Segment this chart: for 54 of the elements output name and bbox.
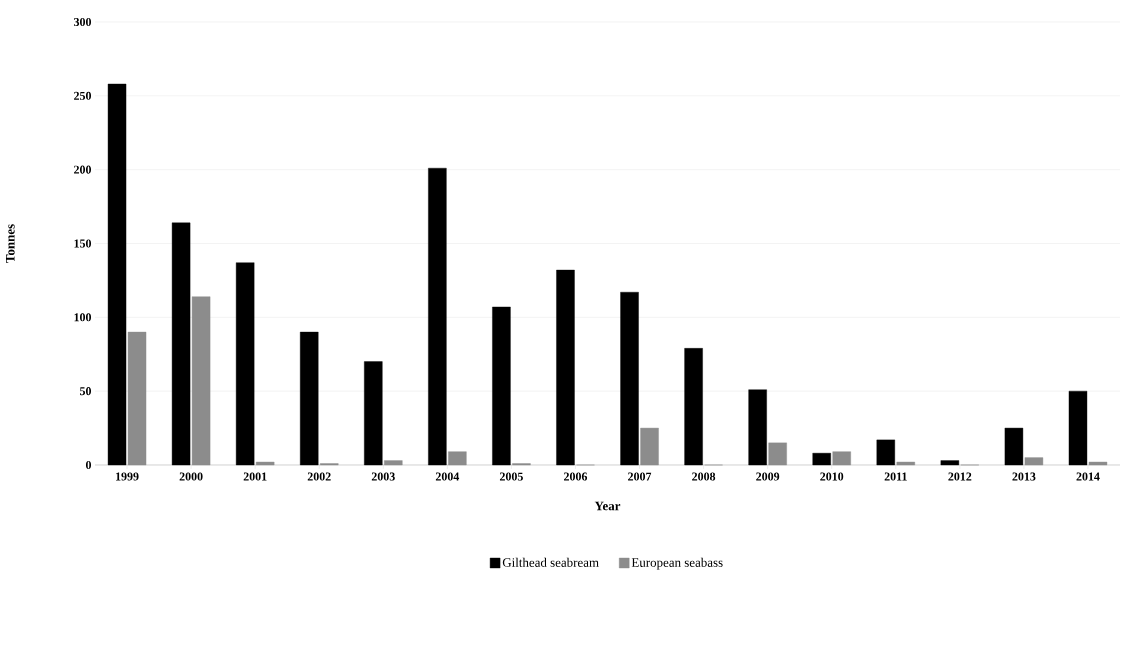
bar xyxy=(1004,427,1024,466)
x-tick-label: 1999 xyxy=(116,472,139,481)
bar xyxy=(300,331,319,466)
x-tick-label: 2009 xyxy=(756,472,780,481)
bar xyxy=(364,361,383,466)
bar xyxy=(812,452,831,466)
bar xyxy=(1088,461,1108,466)
y-axis-title: Tonnes xyxy=(6,224,15,263)
legend-label: European seabass xyxy=(631,557,723,570)
bar xyxy=(171,222,191,466)
x-axis-title: Year xyxy=(594,501,621,511)
bar xyxy=(384,460,403,466)
x-tick-label: 2002 xyxy=(307,472,331,481)
bar xyxy=(832,451,851,466)
x-tick-label: 2008 xyxy=(692,472,716,481)
bar xyxy=(640,427,659,466)
x-tick-label: 2014 xyxy=(1076,472,1100,481)
legend-label: Gilthead seabream xyxy=(502,557,599,567)
x-tick-label: 2004 xyxy=(435,472,460,481)
y-tick-label: 300 xyxy=(74,17,92,27)
bar xyxy=(768,442,787,466)
y-tick-label: 150 xyxy=(74,239,92,248)
bar xyxy=(556,269,575,466)
bar xyxy=(428,167,447,466)
bar xyxy=(748,389,767,466)
x-tick-label: 2003 xyxy=(371,472,395,481)
bar xyxy=(1024,457,1044,466)
bar xyxy=(940,460,960,466)
x-tick-label: 2007 xyxy=(628,472,652,481)
x-tick-label: 2013 xyxy=(1012,472,1036,481)
y-tick-label: 200 xyxy=(74,165,92,174)
bar xyxy=(620,292,639,466)
bar xyxy=(1068,390,1088,466)
bar xyxy=(255,461,275,466)
x-tick-label: 2005 xyxy=(499,472,523,481)
x-tick-label: 2000 xyxy=(179,472,203,481)
bar xyxy=(107,83,127,466)
bar xyxy=(127,331,147,466)
x-tick-label: 2001 xyxy=(243,472,267,481)
bar xyxy=(896,461,915,466)
y-tick-label: 0 xyxy=(85,460,92,470)
bar xyxy=(876,439,895,466)
bar xyxy=(191,296,211,466)
x-tick-label: 2010 xyxy=(820,472,844,481)
y-tick-label: 50 xyxy=(80,387,92,396)
x-tick-label: 2006 xyxy=(564,472,588,481)
y-tick-label: 100 xyxy=(74,313,92,322)
bar xyxy=(492,306,511,466)
bar xyxy=(684,348,703,466)
bar xyxy=(235,262,255,466)
y-tick-label: 250 xyxy=(74,91,92,100)
bar xyxy=(448,451,467,466)
x-tick-label: 2011 xyxy=(884,472,907,481)
x-tick-label: 2012 xyxy=(948,472,972,481)
